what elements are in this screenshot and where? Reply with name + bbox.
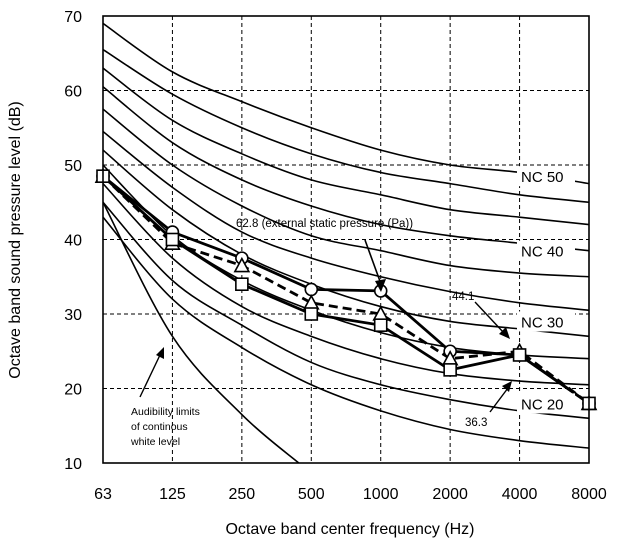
arrowhead-static-pressure (375, 279, 386, 292)
nc-curve (103, 183, 589, 386)
y-tick-label: 10 (64, 456, 82, 473)
nc-curve (103, 67, 589, 226)
annotation-audibility-line2: of continous (131, 421, 188, 433)
series-line-square (102, 175, 590, 405)
circle-marker (304, 282, 319, 297)
annotation-audibility-line3: white level (130, 436, 180, 448)
plot-frame (102, 15, 590, 464)
nc-curve (103, 48, 589, 204)
square-marker (235, 277, 249, 292)
arrow-static-pressure (364, 239, 382, 285)
y-tick-label: 60 (64, 84, 82, 101)
triangle-marker (233, 256, 251, 273)
x-tick-label: 63 (94, 486, 112, 503)
x-tick-label: 4000 (502, 486, 538, 503)
x-tick-label: 500 (298, 486, 325, 503)
square-marker (443, 363, 457, 377)
y-axis-label: Octave band sound pressure level (dB) (7, 101, 24, 378)
square-marker (165, 232, 180, 247)
x-tick-label: 1000 (363, 486, 399, 503)
nc-label: NC 40 (521, 244, 564, 261)
x-tick-label: 250 (229, 486, 256, 503)
audibility-curve (103, 201, 300, 463)
square-marker (512, 348, 527, 362)
y-tick-label: 50 (64, 158, 82, 175)
audibility-line (103, 201, 300, 463)
x-tick-label: 125 (159, 486, 186, 503)
x-tick-label: 2000 (432, 486, 468, 503)
x-axis-label: Octave band center frequency (Hz) (225, 521, 474, 538)
nc-curve (103, 22, 589, 185)
series-line-circle (102, 175, 590, 405)
y-tick-label: 40 (64, 233, 82, 250)
annotation-value-44: 44.1 (452, 291, 474, 303)
square-marker (373, 318, 388, 332)
nc-label: NC 20 (521, 396, 564, 413)
y-tick-label: 30 (64, 307, 82, 324)
nc-label: NC 30 (521, 314, 564, 331)
y-tick-labels: 10 20 30 40 50 60 70 (64, 9, 82, 473)
nc-curve (103, 86, 589, 252)
series-line-triangle (102, 175, 590, 405)
nc-curves (103, 22, 589, 449)
arrowhead-value-36 (502, 381, 512, 392)
nc-label-bg (517, 311, 575, 332)
x-tick-label: 8000 (571, 486, 607, 503)
annotation-audibility-line1: Audibility limits (131, 406, 200, 418)
arrow-audibility (139, 354, 161, 398)
nc-curve (103, 130, 589, 312)
y-tick-label: 70 (64, 9, 82, 26)
nc-label-bg (517, 240, 575, 261)
nc-curve (103, 149, 589, 338)
annotation-value-36: 36.3 (465, 417, 487, 429)
nc-curve (103, 108, 589, 278)
square-marker (304, 307, 319, 321)
annotation-static-pressure: 62.8 (external static pressure (Pa)) (236, 218, 413, 230)
nc-label-bg (517, 166, 575, 187)
x-tick-labels: 63 125 250 500 1000 2000 4000 8000 (94, 486, 607, 503)
arrow-value-44 (474, 301, 505, 334)
nc-curve (103, 201, 589, 420)
measured-series (94, 167, 598, 411)
arrowhead-audibility (156, 347, 164, 359)
grid-lines (103, 16, 589, 463)
y-tick-label: 20 (64, 382, 82, 399)
nc-label-bg (517, 393, 575, 414)
nc-curve (103, 216, 589, 449)
nc-label: NC 50 (521, 169, 564, 186)
arrowhead-value-44 (499, 327, 510, 339)
arrow-value-36 (489, 387, 509, 413)
nc-labels: NC 50 NC 40 NC 30 NC 20 (517, 166, 575, 414)
